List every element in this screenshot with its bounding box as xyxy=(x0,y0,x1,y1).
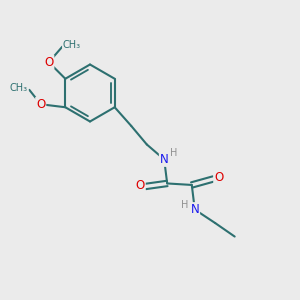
Text: H: H xyxy=(170,148,178,158)
Text: O: O xyxy=(136,179,145,192)
Text: O: O xyxy=(44,56,53,69)
Text: O: O xyxy=(36,98,45,111)
Text: N: N xyxy=(190,203,199,216)
Text: H: H xyxy=(182,200,189,210)
Text: N: N xyxy=(160,153,169,166)
Text: O: O xyxy=(214,171,224,184)
Text: CH₃: CH₃ xyxy=(10,83,28,93)
Text: CH₃: CH₃ xyxy=(63,40,81,50)
